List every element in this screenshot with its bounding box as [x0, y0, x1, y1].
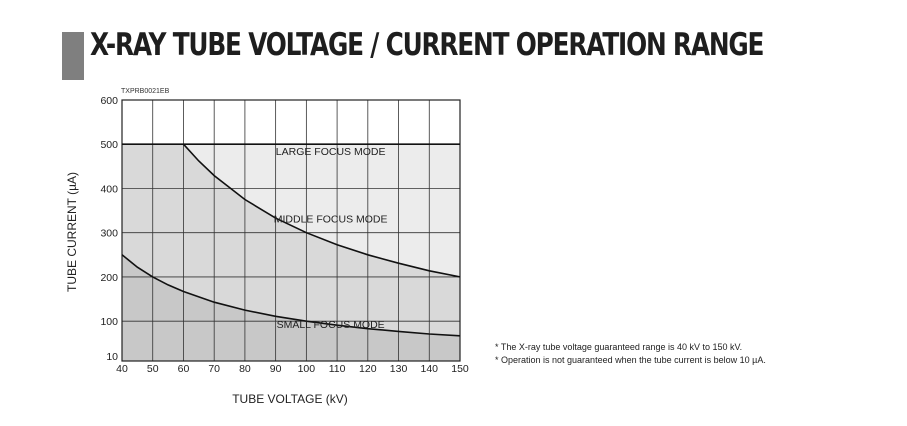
- x-tick-label: 70: [208, 363, 220, 375]
- x-tick-label: 90: [270, 363, 282, 375]
- y-axis-label: TUBE CURRENT (µA): [65, 171, 79, 293]
- series-label: SMALL FOCUS MODE: [277, 319, 385, 331]
- notes: * The X-ray tube voltage guaranteed rang…: [495, 341, 766, 367]
- x-tick-label: 50: [147, 363, 159, 375]
- plot-frame: [121, 99, 461, 362]
- note-voltage-range: * The X-ray tube voltage guaranteed rang…: [495, 342, 743, 352]
- y-tick-label: 10: [106, 351, 118, 363]
- x-tick-label: 130: [390, 363, 408, 375]
- x-tick-label: 60: [178, 363, 190, 375]
- small-focus-limit-line: [121, 254, 461, 337]
- title-accent-bar: [62, 32, 84, 80]
- large-focus-region: [122, 144, 460, 277]
- y-tick-label: 500: [100, 139, 118, 151]
- y-tick-label: 200: [100, 272, 118, 284]
- y-tick-label: 600: [100, 95, 118, 107]
- x-tick-label: 110: [329, 363, 346, 375]
- x-tick-label: 140: [421, 363, 439, 375]
- x-axis-label: TUBE VOLTAGE (kV): [232, 392, 348, 406]
- series-label: LARGE FOCUS MODE: [276, 146, 386, 158]
- note-current-minimum: * Operation is not guaranteed when the t…: [495, 355, 766, 365]
- middle-focus-region: [122, 144, 460, 336]
- figure-code: TXPRB0021EB: [121, 88, 170, 95]
- series-label: MIDDLE FOCUS MODE: [274, 214, 388, 226]
- y-tick-label: 400: [100, 183, 118, 195]
- x-tick-label: 100: [298, 363, 316, 375]
- x-tick-label: 120: [359, 363, 377, 375]
- middle-focus-limit-line: [182, 143, 461, 278]
- small-focus-region: [122, 254, 460, 361]
- y-tick-label: 100: [100, 316, 118, 328]
- x-tick-label: 40: [116, 363, 128, 375]
- x-tick-label: 150: [451, 363, 469, 375]
- y-tick-label: 300: [100, 228, 118, 240]
- x-tick-label: 80: [239, 363, 251, 375]
- page-title: X-RAY TUBE VOLTAGE / CURRENT OPERATION R…: [90, 27, 764, 63]
